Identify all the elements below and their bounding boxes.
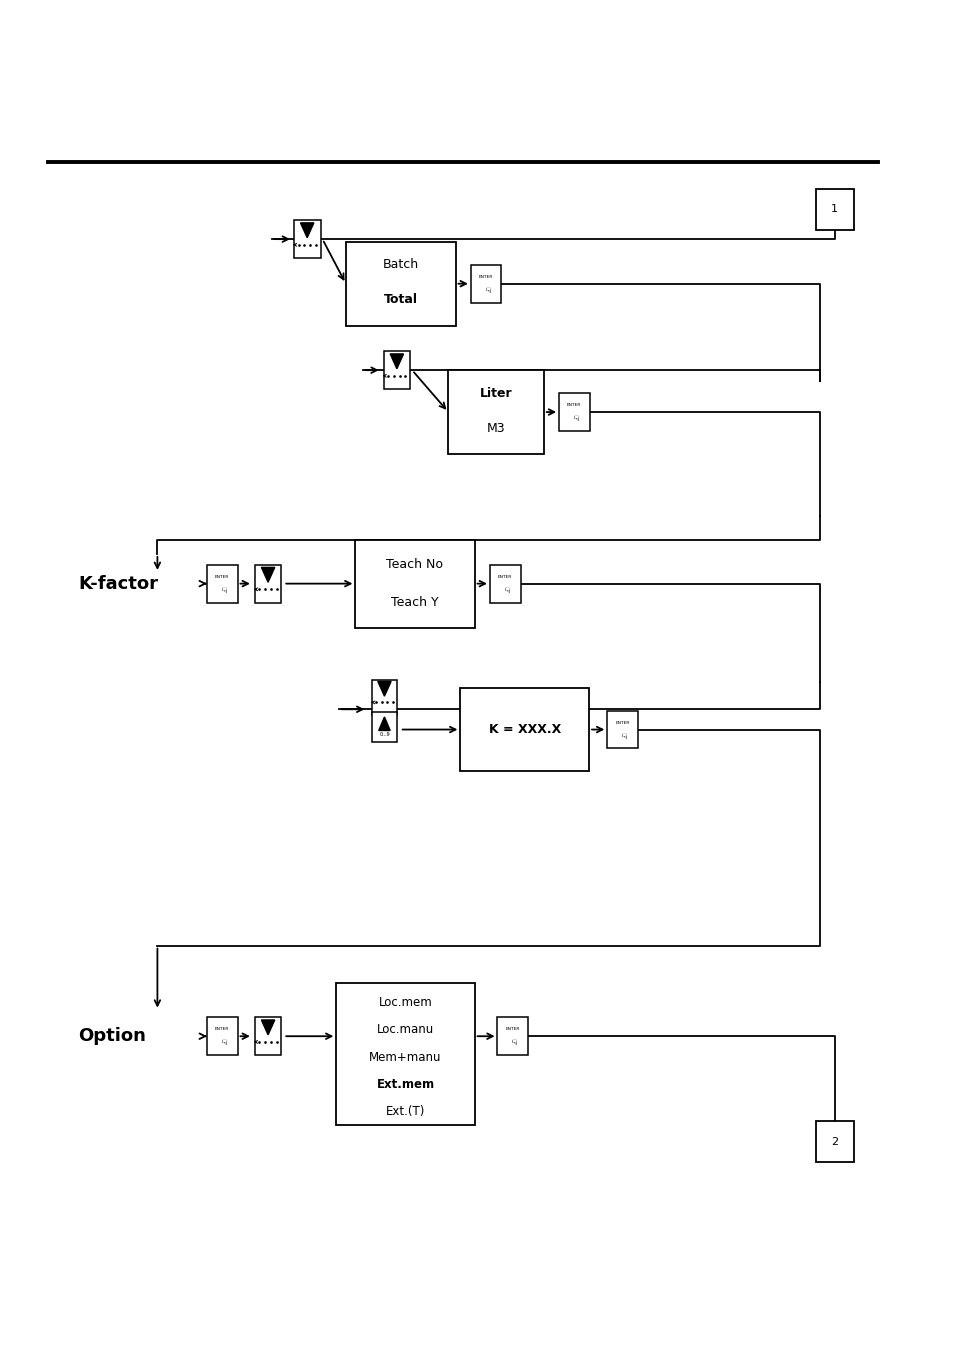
Bar [254,1017,281,1055]
Text: ☞: ☞ [569,415,578,422]
Bar [489,565,520,603]
Text: ☞: ☞ [508,1039,517,1046]
Text: ENTER: ENTER [497,574,512,578]
Polygon shape [300,223,314,238]
Text: ENTER: ENTER [615,720,629,724]
Text: ENTER: ENTER [478,274,493,278]
Bar [207,1017,237,1055]
Bar [815,189,853,230]
Text: ENTER: ENTER [505,1027,519,1031]
Bar [372,712,396,742]
Bar [355,540,475,628]
Text: K-factor: K-factor [78,574,158,593]
Text: 2: 2 [830,1136,838,1147]
Text: M3: M3 [486,422,505,435]
Text: K = XXX.X: K = XXX.X [488,723,560,736]
Text: Loc.manu: Loc.manu [376,1023,434,1036]
Bar [448,370,543,454]
Bar [383,351,410,389]
Text: ☞: ☞ [500,586,509,593]
Bar [345,242,455,326]
Polygon shape [261,567,274,582]
Text: Ext.mem: Ext.mem [376,1078,434,1090]
Bar [815,1121,853,1162]
Text: Batch: Batch [382,258,418,272]
Bar [207,565,237,603]
Polygon shape [378,717,390,731]
Text: ENTER: ENTER [566,403,581,407]
Text: 0...9: 0...9 [378,732,390,736]
Polygon shape [390,354,403,369]
Text: ENTER: ENTER [214,574,230,578]
Text: Ext.(T): Ext.(T) [385,1105,425,1119]
Text: Total: Total [383,293,417,307]
Text: ☞: ☞ [481,286,490,293]
Text: 1: 1 [830,204,838,215]
Bar [460,688,589,771]
Bar [294,220,320,258]
Text: Liter: Liter [479,386,512,400]
Text: Loc.mem: Loc.mem [378,996,432,1009]
Bar [470,265,501,303]
Text: Mem+manu: Mem+manu [369,1051,441,1063]
Text: ENTER: ENTER [214,1027,230,1031]
Text: ☞: ☞ [217,1039,227,1046]
Bar [497,1017,528,1055]
Text: ☞: ☞ [217,586,227,593]
Text: Teach Y: Teach Y [391,596,438,609]
Text: ☞: ☞ [618,732,626,739]
Bar [558,393,589,431]
Bar [254,565,281,603]
Polygon shape [377,681,391,696]
Polygon shape [261,1020,274,1035]
Bar [606,711,638,748]
Text: Teach No: Teach No [386,558,443,571]
Bar [335,984,474,1124]
Bar [372,680,396,715]
Text: Option: Option [78,1027,146,1046]
